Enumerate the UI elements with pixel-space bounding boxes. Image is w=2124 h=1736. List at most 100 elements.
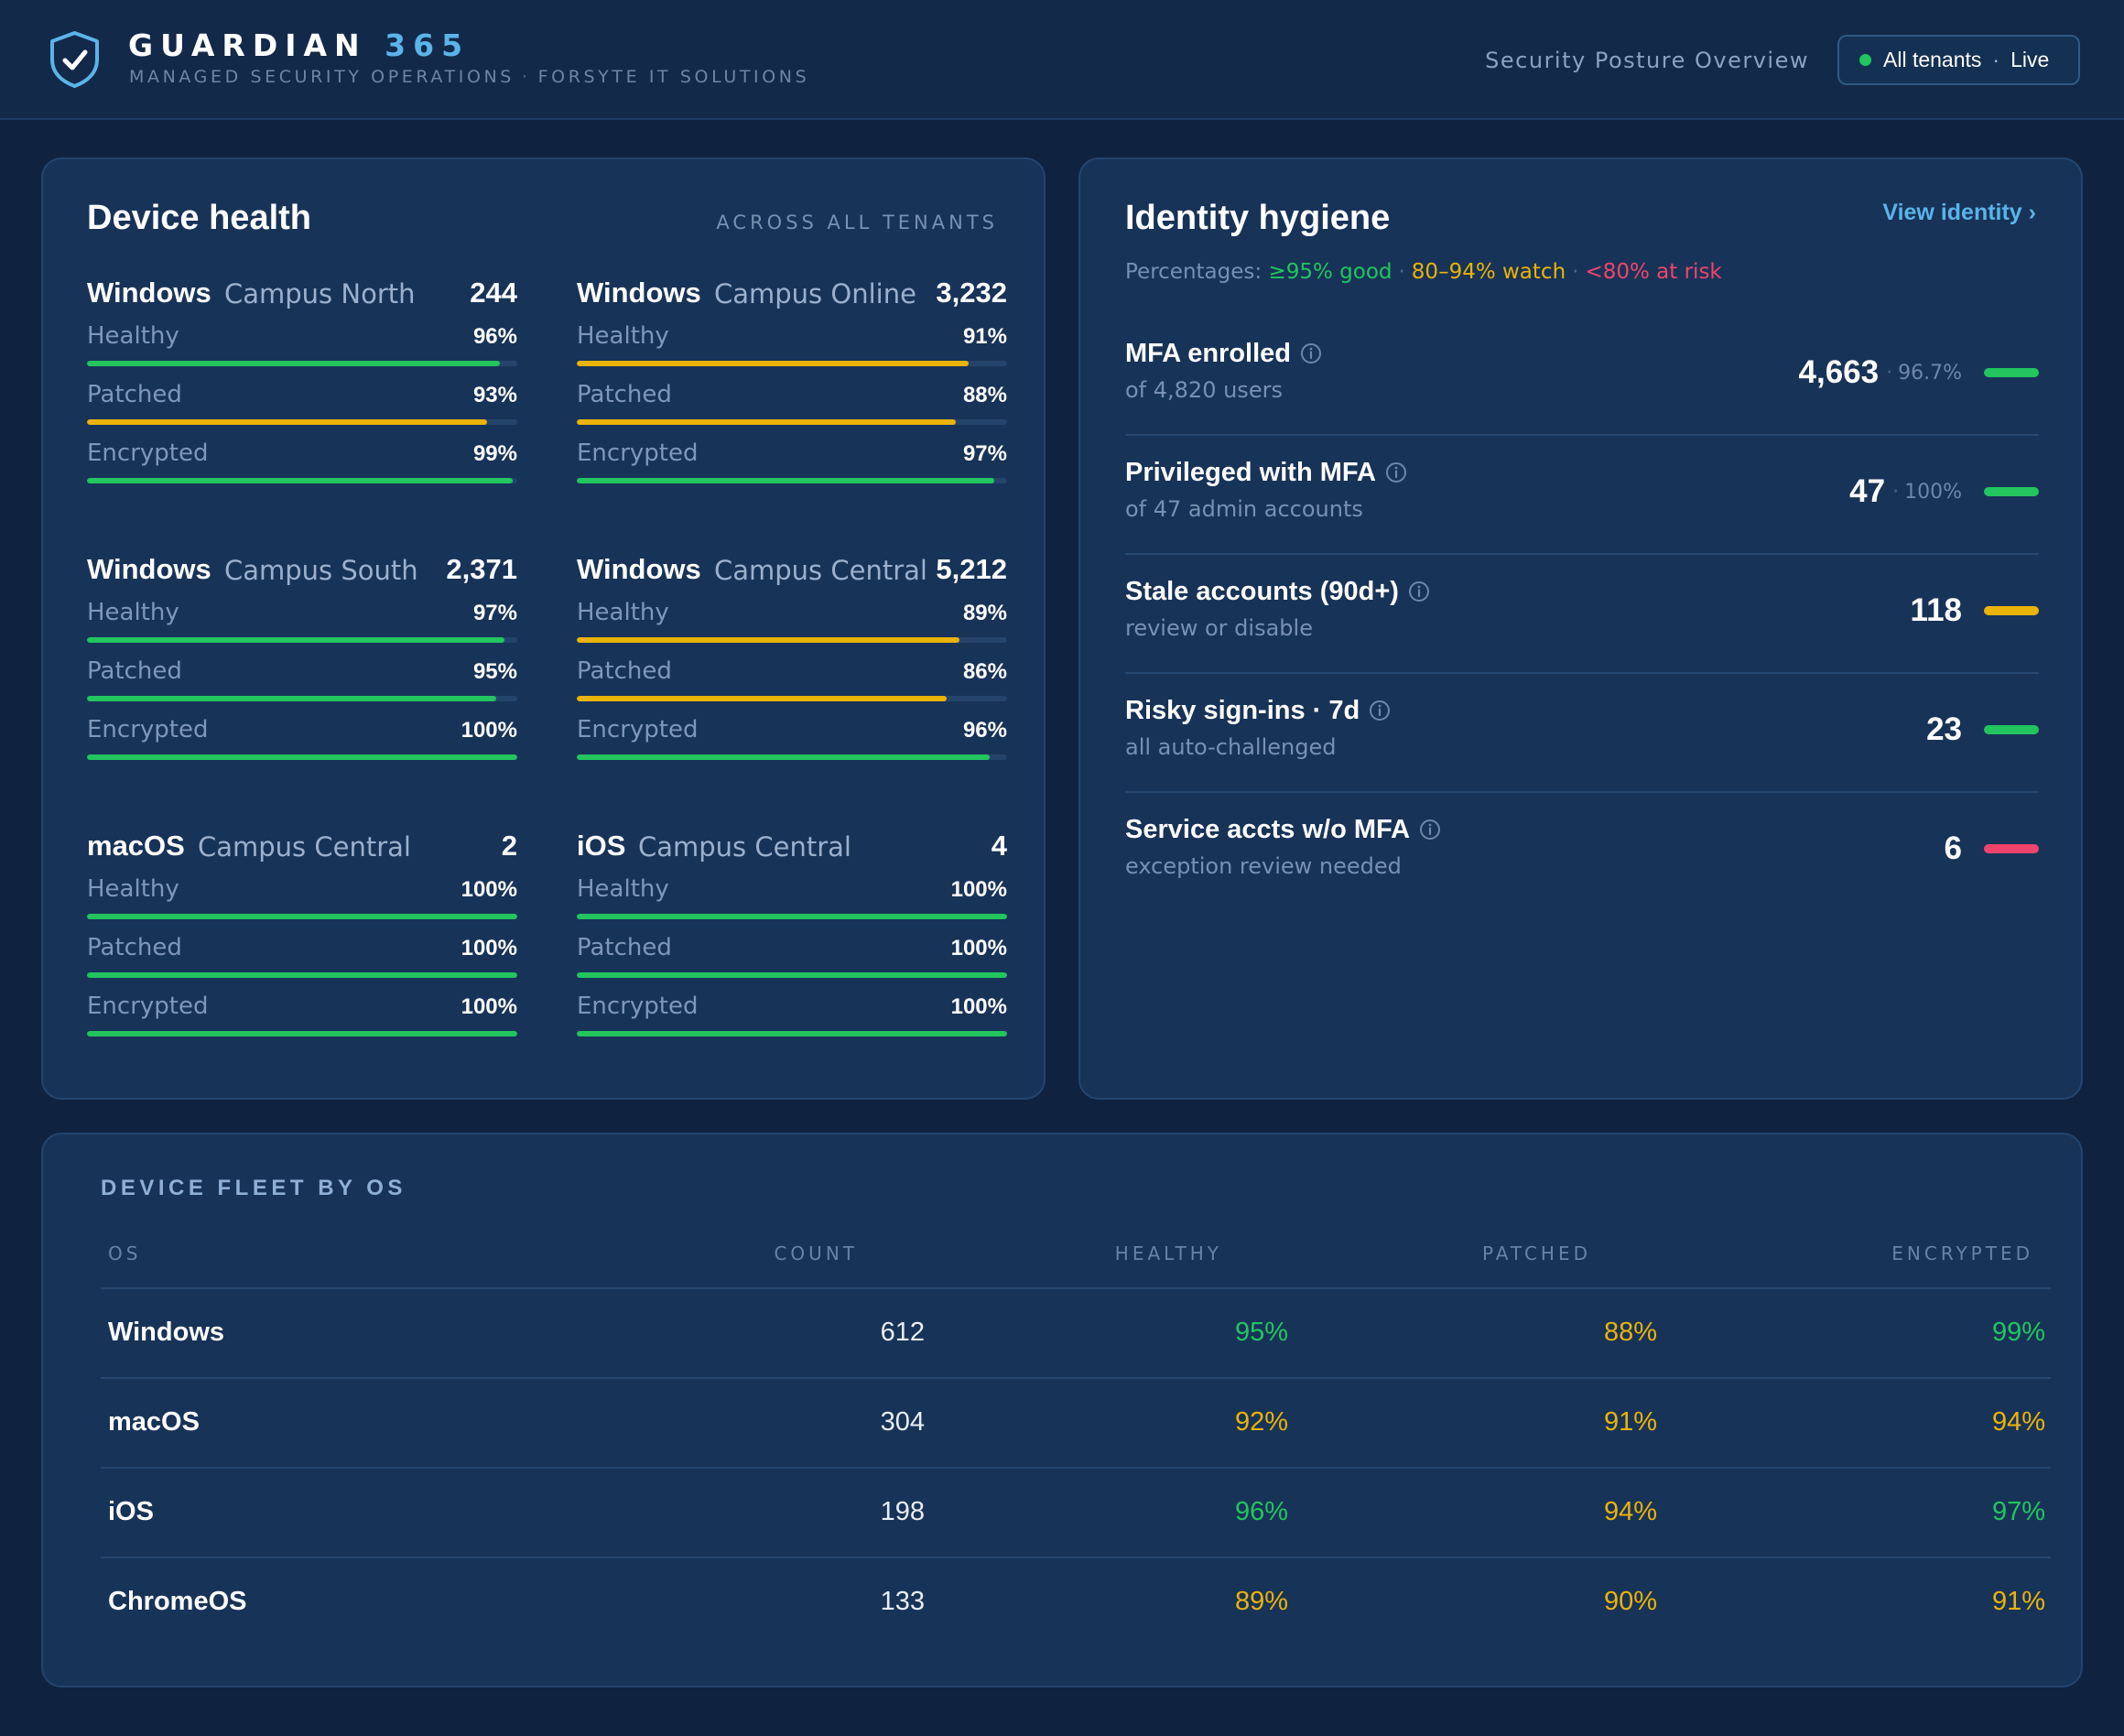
identity-row-label: Risky sign-ins · 7d (1125, 696, 1391, 726)
device-group-os: Windows (577, 277, 701, 309)
table-row[interactable]: Windows 612 95% 88% 99% (101, 1287, 2051, 1377)
info-icon[interactable] (1408, 580, 1430, 602)
info-icon[interactable] (1385, 461, 1407, 483)
identity-row-percent: · 96.7% (1886, 362, 1962, 385)
metric-value: 100% (950, 994, 1007, 1019)
device-group-count: 2 (501, 830, 517, 862)
progress-bar-track (577, 419, 1007, 425)
status-pill (1984, 606, 2039, 615)
info-icon[interactable] (1369, 700, 1391, 722)
cell-patched: 90% (1603, 1587, 1657, 1616)
device-group[interactable]: Windows Campus Central 5,212 Healthy 89% Patc… (577, 553, 1007, 765)
column-header-count: COUNT (774, 1242, 858, 1264)
brand-main: GUARDIAN (128, 27, 367, 63)
cell-healthy: 96% (1234, 1497, 1288, 1526)
progress-bar-fill (577, 696, 948, 701)
cell-encrypted: 97% (1991, 1497, 2045, 1526)
cell-count: 612 (880, 1318, 925, 1347)
brand-accent: 365 (385, 27, 471, 63)
metric-label: Encrypted (87, 716, 209, 743)
table-row[interactable]: iOS 198 96% 94% 97% (101, 1467, 2051, 1557)
device-group[interactable]: Windows Campus North 244 Healthy 96% Patched 9… (87, 277, 517, 489)
device-metric-encrypted: Encrypted 100% (577, 983, 1007, 1042)
device-metric-healthy: Healthy 100% (577, 866, 1007, 925)
progress-bar-fill (87, 419, 488, 425)
table-row[interactable]: ChromeOS 133 89% 90% 91% (101, 1557, 2051, 1646)
brand-subtitle: MANAGED SECURITY OPERATIONS · FORSYTE IT S… (129, 67, 809, 87)
metric-value: 95% (472, 659, 517, 684)
device-metric-patched: Patched 88% (577, 372, 1007, 430)
progress-bar-fill (87, 972, 517, 978)
identity-row[interactable]: Risky sign-ins · 7d all auto-challenged 23 (1125, 674, 2039, 793)
metric-label: Patched (87, 934, 182, 961)
progress-bar-track (577, 696, 1007, 701)
identity-row-metric: 47 · 100% (1849, 472, 2039, 511)
metric-value: 100% (461, 994, 517, 1019)
tenant-label: All tenants (1883, 48, 1982, 71)
metric-value: 96% (962, 718, 1007, 743)
device-group-header: iOS Campus Central 4 (577, 830, 1007, 866)
device-group-location: Campus South (224, 555, 418, 586)
brand-name: GUARDIAN 365 (128, 27, 470, 63)
progress-bar-track (87, 754, 517, 760)
progress-bar-track (577, 361, 1007, 366)
device-metric-encrypted: Encrypted 100% (87, 983, 517, 1042)
metric-label: Patched (87, 657, 182, 685)
progress-bar-track (87, 361, 517, 366)
progress-bar-fill (87, 478, 514, 483)
device-group[interactable]: Windows Campus South 2,371 Healthy 97% Patche… (87, 553, 517, 765)
identity-row[interactable]: Privileged with MFA of 47 admin accounts 4… (1125, 436, 2039, 555)
metric-label: Healthy (87, 322, 179, 350)
progress-bar-fill (577, 972, 1007, 978)
identity-row-label: Privileged with MFA (1125, 458, 1407, 488)
info-icon[interactable] (1300, 342, 1322, 364)
subtitle-separator: · (521, 67, 531, 87)
identity-row[interactable]: MFA enrolled of 4,820 users 4,663 · 96.7% (1125, 317, 2039, 436)
identity-row[interactable]: Stale accounts (90d+) review or disable 11… (1125, 555, 2039, 674)
view-identity-link[interactable]: View identity › (1882, 200, 2036, 225)
device-metric-healthy: Healthy 89% (577, 590, 1007, 648)
device-health-title: Device health (87, 199, 311, 237)
device-group-os: macOS (87, 830, 185, 862)
cell-patched: 91% (1603, 1407, 1657, 1437)
subtitle-company: FORSYTE IT SOLUTIONS (537, 67, 810, 87)
metric-label: Patched (87, 381, 182, 408)
percentage-legend: Percentages: ≥95% good · 80–94% watch · <80%… (1125, 260, 1722, 284)
progress-bar-track (87, 914, 517, 919)
identity-row-subtitle: all auto-challenged (1125, 734, 1337, 760)
status-pill (1984, 368, 2039, 377)
metric-value: 97% (472, 601, 517, 625)
device-group[interactable]: iOS Campus Central 4 Healthy 100% Patched 100%… (577, 830, 1007, 1042)
metric-label: Encrypted (577, 439, 699, 467)
cell-os: Windows (108, 1318, 225, 1347)
cell-os: ChromeOS (108, 1587, 247, 1616)
metric-label: Patched (577, 934, 672, 961)
cell-encrypted: 99% (1991, 1318, 2045, 1347)
identity-row-subtitle: of 4,820 users (1125, 377, 1283, 403)
tenant-selector[interactable]: All tenants · Live (1837, 35, 2080, 85)
device-group[interactable]: macOS Campus Central 2 Healthy 100% Patched 10… (87, 830, 517, 1042)
device-metric-patched: Patched 86% (577, 648, 1007, 707)
legend-watch: 80–94% watch (1411, 260, 1566, 284)
info-icon[interactable] (1419, 819, 1441, 841)
identity-row[interactable]: Service accts w/o MFA exception review ne… (1125, 793, 2039, 912)
metric-label: Encrypted (577, 993, 699, 1020)
progress-bar-fill (87, 914, 517, 919)
progress-bar-track (87, 1031, 517, 1036)
progress-bar-track (87, 696, 517, 701)
identity-row-subtitle: review or disable (1125, 615, 1313, 641)
status-pill (1984, 487, 2039, 496)
device-group-count: 2,371 (446, 553, 517, 585)
table-row[interactable]: macOS 304 92% 91% 94% (101, 1377, 2051, 1467)
device-metric-patched: Patched 100% (577, 925, 1007, 983)
progress-bar-fill (577, 1031, 1007, 1036)
device-health-card: Device health ACROSS ALL TENANTS Windows… (41, 157, 1046, 1100)
device-metric-healthy: Healthy 97% (87, 590, 517, 648)
device-metric-encrypted: Encrypted 96% (577, 707, 1007, 765)
identity-row-metric: 118 (1911, 591, 2039, 630)
identity-row-title: MFA enrolled (1125, 339, 1291, 368)
progress-bar-track (577, 478, 1007, 483)
device-group[interactable]: Windows Campus Online 3,232 Healthy 91% Patch… (577, 277, 1007, 489)
progress-bar-fill (87, 1031, 517, 1036)
device-group-count: 5,212 (936, 553, 1007, 585)
